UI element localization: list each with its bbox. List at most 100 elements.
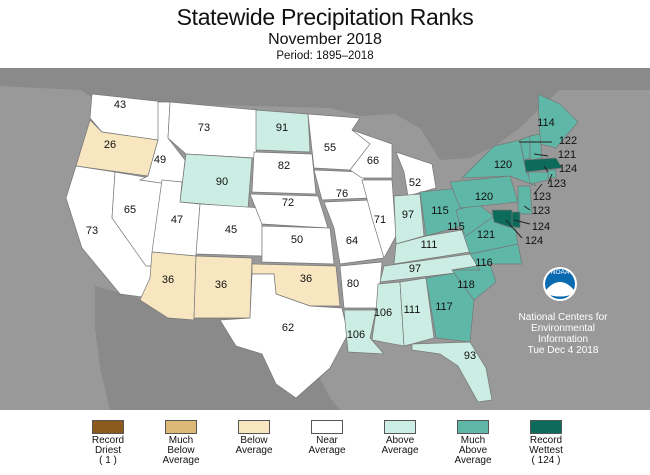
rank-label-ky: 111	[421, 239, 438, 251]
state-ks	[261, 225, 335, 265]
agency-credit: National Centers for Environmental Infor…	[508, 312, 618, 356]
rank-label-ar: 80	[347, 278, 359, 290]
rank-label-nm: 36	[215, 279, 227, 291]
legend-label: Near Average	[308, 435, 346, 456]
rank-label-mi: 52	[409, 177, 421, 189]
rank-label-nd: 91	[276, 122, 288, 134]
rank-label-de: 124	[532, 221, 550, 233]
rank-label-va: 121	[477, 229, 495, 241]
rank-label-ms: 106	[374, 307, 392, 319]
legend-rank: ( 124 )	[531, 455, 561, 466]
state-nd	[255, 109, 311, 153]
rank-label-ma: 124	[559, 163, 577, 175]
state-nj	[517, 185, 533, 215]
rank-label-ga: 117	[435, 301, 453, 313]
legend-label: Much Below Average	[162, 435, 200, 466]
rank-label-ne: 72	[282, 197, 294, 209]
map-title: Statewide Precipitation Ranks	[176, 4, 474, 30]
map-period: Period: 1895–2018	[276, 50, 374, 62]
rank-label-oh: 115	[431, 205, 449, 217]
state-al	[399, 277, 435, 347]
state-tx	[219, 273, 349, 399]
legend-swatch	[457, 420, 489, 434]
rank-label-wy: 90	[216, 176, 228, 188]
rank-label-pa: 120	[475, 191, 493, 203]
rank-label-ct: 123	[533, 191, 551, 203]
rank-label-in: 97	[402, 209, 414, 221]
rank-label-nv: 65	[124, 204, 136, 216]
legend-item-below: Below Average	[214, 420, 294, 456]
state-wi	[349, 129, 393, 179]
state-ct	[527, 171, 549, 185]
legend-label: Much Above Average	[454, 435, 492, 466]
state-md	[491, 209, 513, 229]
legend-label: Record Driest	[91, 435, 125, 456]
rank-label-id: 49	[154, 154, 166, 166]
legend-swatch	[165, 420, 197, 434]
rank-label-mn: 55	[324, 142, 336, 154]
us-precip-map: 43 26 73 65 49 73 90 47 36 45 36 91 82 72 50 36 62 55 76 64…	[0, 68, 650, 410]
rank-label-sd: 82	[278, 160, 290, 172]
rank-label-ia: 76	[336, 188, 348, 200]
legend-item-much-above: Much Above Average	[433, 420, 513, 466]
legend-swatch	[384, 420, 416, 434]
legend-swatch	[311, 420, 343, 434]
state-shapes	[65, 93, 579, 403]
rank-label-fl: 93	[464, 350, 476, 362]
rank-label-ut: 47	[171, 214, 183, 226]
legend-rank: ( 1 )	[99, 455, 117, 466]
state-mo	[323, 199, 385, 265]
rank-label-ny: 120	[494, 159, 512, 171]
agency-line-3: Information	[537, 334, 589, 345]
rank-label-ca: 73	[86, 225, 98, 237]
state-fl	[411, 341, 493, 403]
rank-label-ks: 50	[291, 234, 303, 246]
rank-label-mo: 64	[346, 235, 358, 247]
state-il	[361, 179, 397, 259]
rank-label-sc: 118	[457, 279, 475, 291]
rank-label-or: 26	[104, 139, 116, 151]
legend-item-record-wettest: Record Wettest ( 124 )	[506, 420, 586, 466]
legend-item-much-below: Much Below Average	[141, 420, 221, 466]
noaa-logo: NOAA	[543, 267, 577, 301]
callout-lines	[505, 141, 553, 239]
noaa-logo-text: NOAA	[551, 269, 570, 276]
agency-line-2: Environmental	[531, 323, 595, 334]
legend-swatch	[530, 420, 562, 434]
rank-label-me: 114	[537, 117, 555, 129]
legend-label: Below Average	[235, 435, 273, 456]
rank-label-ri: 123	[548, 178, 566, 190]
rank-labels: 43 26 73 65 49 73 90 47 36 45 36 91 82 72 50 36 62 55 76 64…	[86, 99, 577, 362]
legend: Record Driest ( 1 ) Much Below Average B…	[0, 420, 650, 475]
agency-line-4: Tue Dec 4 2018	[527, 345, 599, 356]
rank-label-il: 71	[374, 214, 386, 226]
rank-label-al: 111	[404, 304, 421, 316]
rank-label-mt: 73	[198, 122, 210, 134]
rank-label-md: 124	[525, 235, 543, 247]
state-la	[343, 309, 385, 355]
state-sd	[251, 151, 317, 195]
rank-label-nj: 123	[532, 205, 550, 217]
rank-label-wa: 43	[114, 99, 126, 111]
legend-item-record-driest: Record Driest ( 1 )	[68, 420, 148, 466]
rank-label-ok: 36	[300, 273, 312, 285]
state-in	[393, 193, 425, 245]
rank-label-wi: 66	[367, 155, 379, 167]
state-mt	[167, 101, 259, 159]
rank-label-tx: 62	[282, 322, 294, 334]
rank-label-tn: 97	[409, 263, 421, 275]
rank-label-az: 36	[162, 274, 174, 286]
rank-label-wv: 115	[447, 221, 465, 233]
legend-swatch	[238, 420, 270, 434]
map-subtitle: November 2018	[268, 31, 382, 48]
legend-swatch	[92, 420, 124, 434]
rank-label-nh: 121	[558, 149, 576, 161]
rank-label-vt: 122	[559, 135, 577, 147]
agency-line-1: National Centers for	[518, 312, 608, 323]
state-nh	[529, 133, 543, 161]
rank-label-co: 45	[225, 224, 237, 236]
legend-label: Record Wettest	[529, 435, 563, 456]
rank-label-la: 106	[347, 329, 365, 341]
legend-item-above: Above Average	[360, 420, 440, 456]
legend-label: Above Average	[381, 435, 419, 456]
